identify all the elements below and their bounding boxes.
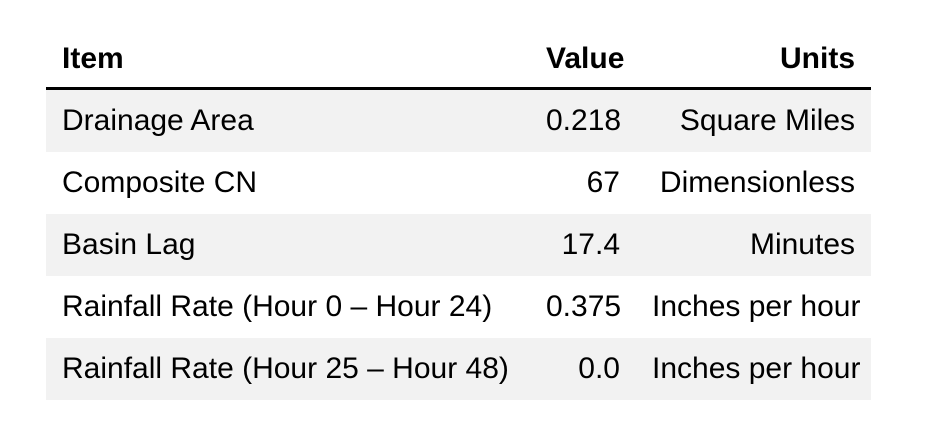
table-row: Rainfall Rate (Hour 0 – Hour 24) 0.375 I… [46, 276, 871, 338]
cell-units: Minutes [749, 228, 855, 261]
cell-value: 67 [586, 166, 620, 199]
table-row: Rainfall Rate (Hour 25 – Hour 48) 0.0 In… [46, 338, 871, 400]
cell-units: Dimensionless [659, 166, 855, 199]
table-header: Item Value Units [46, 30, 871, 90]
cell-item: Drainage Area [62, 104, 254, 137]
column-header-item: Item [46, 30, 530, 90]
cell-units: Square Miles [679, 104, 855, 137]
cell-value: 0.218 [546, 104, 622, 137]
cell-value: 17.4 [561, 228, 620, 261]
cell-value: 0.0 [578, 352, 620, 385]
cell-item: Rainfall Rate (Hour 0 – Hour 24) [62, 290, 493, 323]
table-body: Drainage Area 0.218 Square Miles Composi… [46, 88, 871, 400]
cell-item: Composite CN [62, 166, 258, 199]
cell-item: Basin Lag [62, 228, 196, 261]
cell-item: Rainfall Rate (Hour 25 – Hour 48) [62, 352, 509, 385]
column-header-value: Value [530, 30, 636, 90]
column-header-units: Units [636, 30, 871, 90]
cell-units: Inches per hour [652, 352, 861, 385]
basin-parameters-table: Item Value Units Drainage Area 0.218 Squ… [46, 30, 871, 400]
cell-units: Inches per hour [652, 290, 861, 323]
header-row: Item Value Units [46, 30, 871, 90]
cell-value: 0.375 [546, 290, 622, 323]
basin-parameters-table-container: Item Value Units Drainage Area 0.218 Squ… [46, 30, 871, 400]
table-row: Drainage Area 0.218 Square Miles [46, 88, 871, 152]
table-row: Basin Lag 17.4 Minutes [46, 214, 871, 276]
table-row: Composite CN 67 Dimensionless [46, 152, 871, 214]
